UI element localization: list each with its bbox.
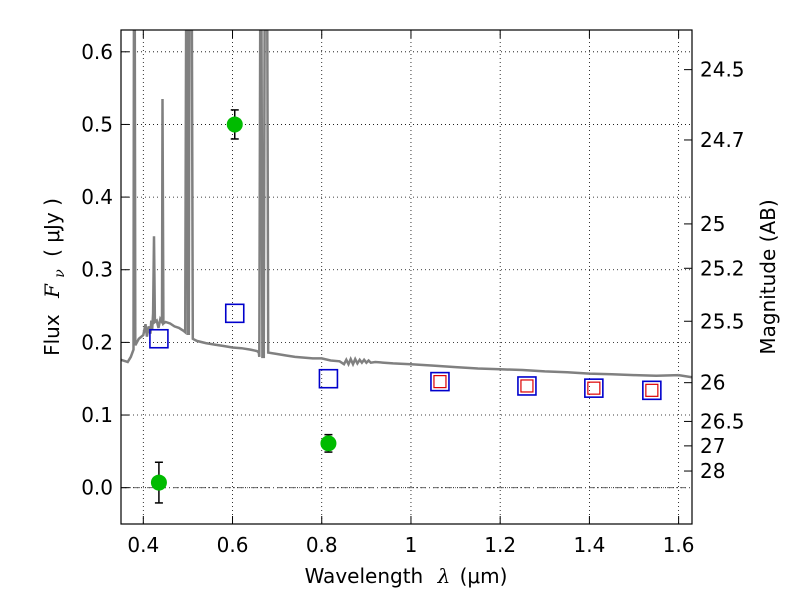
y-tick-label: 0.3 (81, 258, 113, 282)
model-flux-square-red (520, 379, 534, 393)
model-flux-square-red (645, 383, 659, 397)
magnitude-axis-label: Magnitude (AB) (756, 199, 780, 354)
y-tick-label: 0.5 (81, 112, 113, 136)
y-tick-label: 0.6 (81, 40, 113, 64)
observed-marker (320, 435, 337, 452)
y-axis-ticks: 0.0 0.1 0.2 0.3 0.4 0.5 0.6 (81, 40, 129, 500)
x-tick-label: 1 (405, 533, 418, 557)
model-photometry-blue (149, 303, 662, 401)
model-spectrum-line (121, 30, 692, 379)
model-flux-square-blue (642, 380, 662, 401)
observed-marker (150, 474, 167, 491)
model-flux-square-blue (430, 371, 450, 392)
plot-area (121, 30, 692, 504)
observed-point (320, 433, 337, 453)
y-tick-label: 0.1 (81, 403, 113, 427)
magnitude-tick-label: 28 (700, 459, 725, 483)
grid (121, 30, 692, 524)
magnitude-tick-label: 25.2 (700, 256, 745, 280)
y-tick-label: 0.0 (81, 476, 113, 500)
x-tick-label: 1.6 (663, 533, 695, 557)
magnitude-tick-label: 25.5 (700, 309, 745, 333)
y-tick-label: 0.2 (81, 330, 113, 354)
observed-point (226, 109, 243, 140)
model-flux-square-red (587, 381, 601, 395)
model-flux-square-blue (584, 378, 604, 398)
x-axis-label: Wavelength λ (μm) (305, 564, 508, 588)
magnitude-tick-label: 26.5 (700, 409, 745, 433)
observed-photometry (150, 109, 337, 504)
axes-frame (120, 29, 693, 525)
y-tick-label: 0.4 (81, 185, 113, 209)
magnitude-tick-label: 25 (700, 212, 725, 236)
model-flux-square-blue (318, 368, 339, 389)
x-axis-ticks: 0.4 0.6 0.8 1 1.2 1.4 1.6 (127, 30, 695, 557)
magnitude-tick-label: 27 (700, 434, 725, 458)
magnitude-tick-label: 24.7 (700, 128, 745, 152)
x-tick-label: 0.8 (306, 533, 338, 557)
magnitude-tick-label: 26 (700, 371, 725, 395)
x-tick-label: 1.4 (573, 533, 605, 557)
model-flux-square-red (433, 375, 447, 389)
x-tick-label: 1.2 (484, 533, 516, 557)
model-flux-square-blue (224, 303, 245, 324)
x-tick-label: 0.6 (217, 533, 249, 557)
observed-point (150, 461, 167, 504)
y-axis-label: Flux F ν ( μJy ) (40, 198, 69, 356)
observed-marker (226, 116, 243, 133)
model-photometry-red (433, 375, 659, 397)
magnitude-tick-label: 24.5 (700, 58, 745, 82)
model-flux-square-blue (149, 328, 169, 349)
x-tick-label: 0.4 (127, 533, 159, 557)
model-flux-square-blue (517, 376, 537, 396)
